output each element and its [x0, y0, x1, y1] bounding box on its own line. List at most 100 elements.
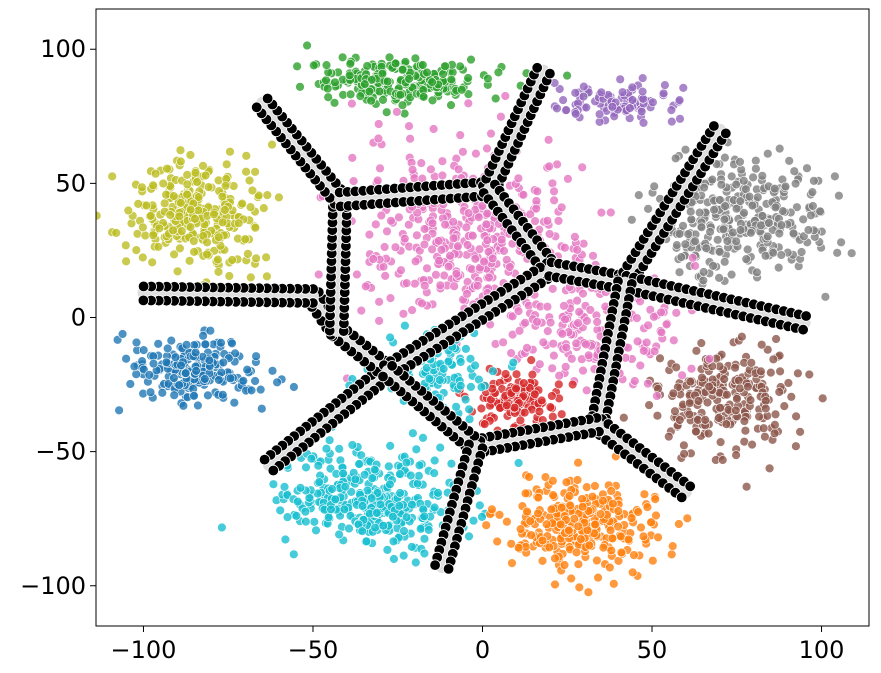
scatter-point	[429, 502, 440, 513]
scatter-point	[125, 379, 136, 389]
scatter-point	[573, 521, 583, 531]
scatter-point	[508, 357, 518, 368]
scatter-point	[376, 210, 386, 221]
scatter-point	[139, 345, 149, 355]
scatter-point	[561, 477, 572, 487]
scatter-point	[500, 91, 510, 101]
scatter-point	[170, 352, 181, 362]
scatter-point	[648, 555, 658, 566]
scatter-point	[382, 76, 393, 87]
scatter-point	[744, 191, 755, 202]
scatter-point	[578, 288, 588, 299]
scatter-point	[609, 579, 619, 589]
scatter-point	[582, 482, 592, 492]
scatter-point	[519, 407, 530, 418]
scatter-point	[496, 111, 506, 122]
scatter-point	[522, 506, 532, 517]
scatter-point	[615, 74, 625, 85]
scatter-point	[758, 423, 769, 433]
scatter-point	[780, 181, 791, 192]
scatter-point	[218, 217, 228, 228]
scatter-point	[153, 242, 164, 252]
scatter-point	[771, 334, 781, 344]
scatter-point	[571, 338, 581, 349]
scatter-point	[230, 348, 240, 359]
scatter-point	[774, 228, 784, 239]
scatter-point	[548, 490, 558, 500]
scatter-point	[361, 281, 371, 292]
scatter-point	[606, 486, 616, 496]
scatter-point	[334, 529, 344, 540]
scatter-point	[399, 108, 410, 119]
scatter-point	[746, 228, 756, 238]
scatter-point	[321, 444, 332, 454]
scatter-point	[394, 501, 404, 511]
scatter-point	[795, 427, 805, 437]
scatter-point	[796, 247, 807, 257]
scatter-point	[291, 511, 302, 521]
scatter-point	[564, 525, 574, 536]
scatter-point	[326, 504, 336, 515]
scatter-point	[760, 432, 770, 442]
scatter-point	[158, 178, 168, 189]
scatter-point	[373, 175, 383, 186]
scatter-point	[463, 73, 473, 83]
scatter-point	[145, 387, 156, 397]
scatter-point	[547, 284, 558, 294]
scatter-point	[697, 372, 707, 383]
scatter-point	[434, 236, 444, 246]
scatter-point	[547, 363, 557, 373]
scatter-point	[593, 572, 603, 583]
scatter-point	[731, 179, 741, 190]
scatter-point	[679, 440, 689, 450]
scatter-point	[643, 378, 653, 389]
scatter-point	[446, 74, 456, 85]
scatter-point	[446, 459, 457, 469]
scatter-point	[250, 223, 261, 233]
scatter-point	[431, 270, 441, 280]
scatter-point	[596, 87, 606, 98]
scatter-point	[289, 549, 299, 559]
scatter-point	[552, 103, 562, 114]
scatter-point	[172, 266, 183, 277]
scatter-point	[572, 245, 582, 255]
scatter-point	[627, 215, 637, 225]
scatter-point	[117, 329, 128, 339]
scatter-point	[344, 523, 354, 534]
scatter-point	[515, 415, 526, 426]
scatter-point	[715, 247, 725, 257]
scatter-point	[582, 316, 592, 326]
scatter-point	[457, 85, 467, 95]
scatter-point	[627, 567, 638, 578]
x-tick-label: −100	[111, 636, 177, 664]
scatter-point	[382, 226, 392, 237]
scatter-point	[174, 380, 184, 390]
scatter-point	[123, 205, 134, 216]
scatter-point	[121, 256, 131, 266]
scatter-point	[169, 191, 179, 201]
scatter-point	[451, 269, 462, 279]
scatter-point	[169, 390, 179, 400]
scatter-point	[385, 332, 395, 343]
scatter-point	[161, 190, 171, 200]
scatter-point	[541, 519, 552, 529]
scatter-point	[690, 236, 700, 246]
scatter-point	[422, 67, 432, 78]
scatter-point	[339, 504, 350, 515]
scatter-point	[428, 124, 439, 134]
scatter-point	[649, 346, 660, 356]
scatter-point	[182, 179, 193, 190]
scatter-point	[685, 207, 696, 217]
scatter-point	[792, 202, 802, 212]
scatter-point	[385, 293, 396, 303]
scatter-point	[256, 384, 266, 395]
scatter-point	[492, 536, 502, 547]
scatter-point	[656, 307, 666, 317]
boundary-point	[800, 310, 812, 322]
scatter-point	[247, 185, 258, 196]
scatter-point	[222, 159, 232, 170]
scatter-point	[448, 233, 459, 243]
scatter-point	[224, 271, 235, 281]
scatter-point	[766, 367, 776, 378]
